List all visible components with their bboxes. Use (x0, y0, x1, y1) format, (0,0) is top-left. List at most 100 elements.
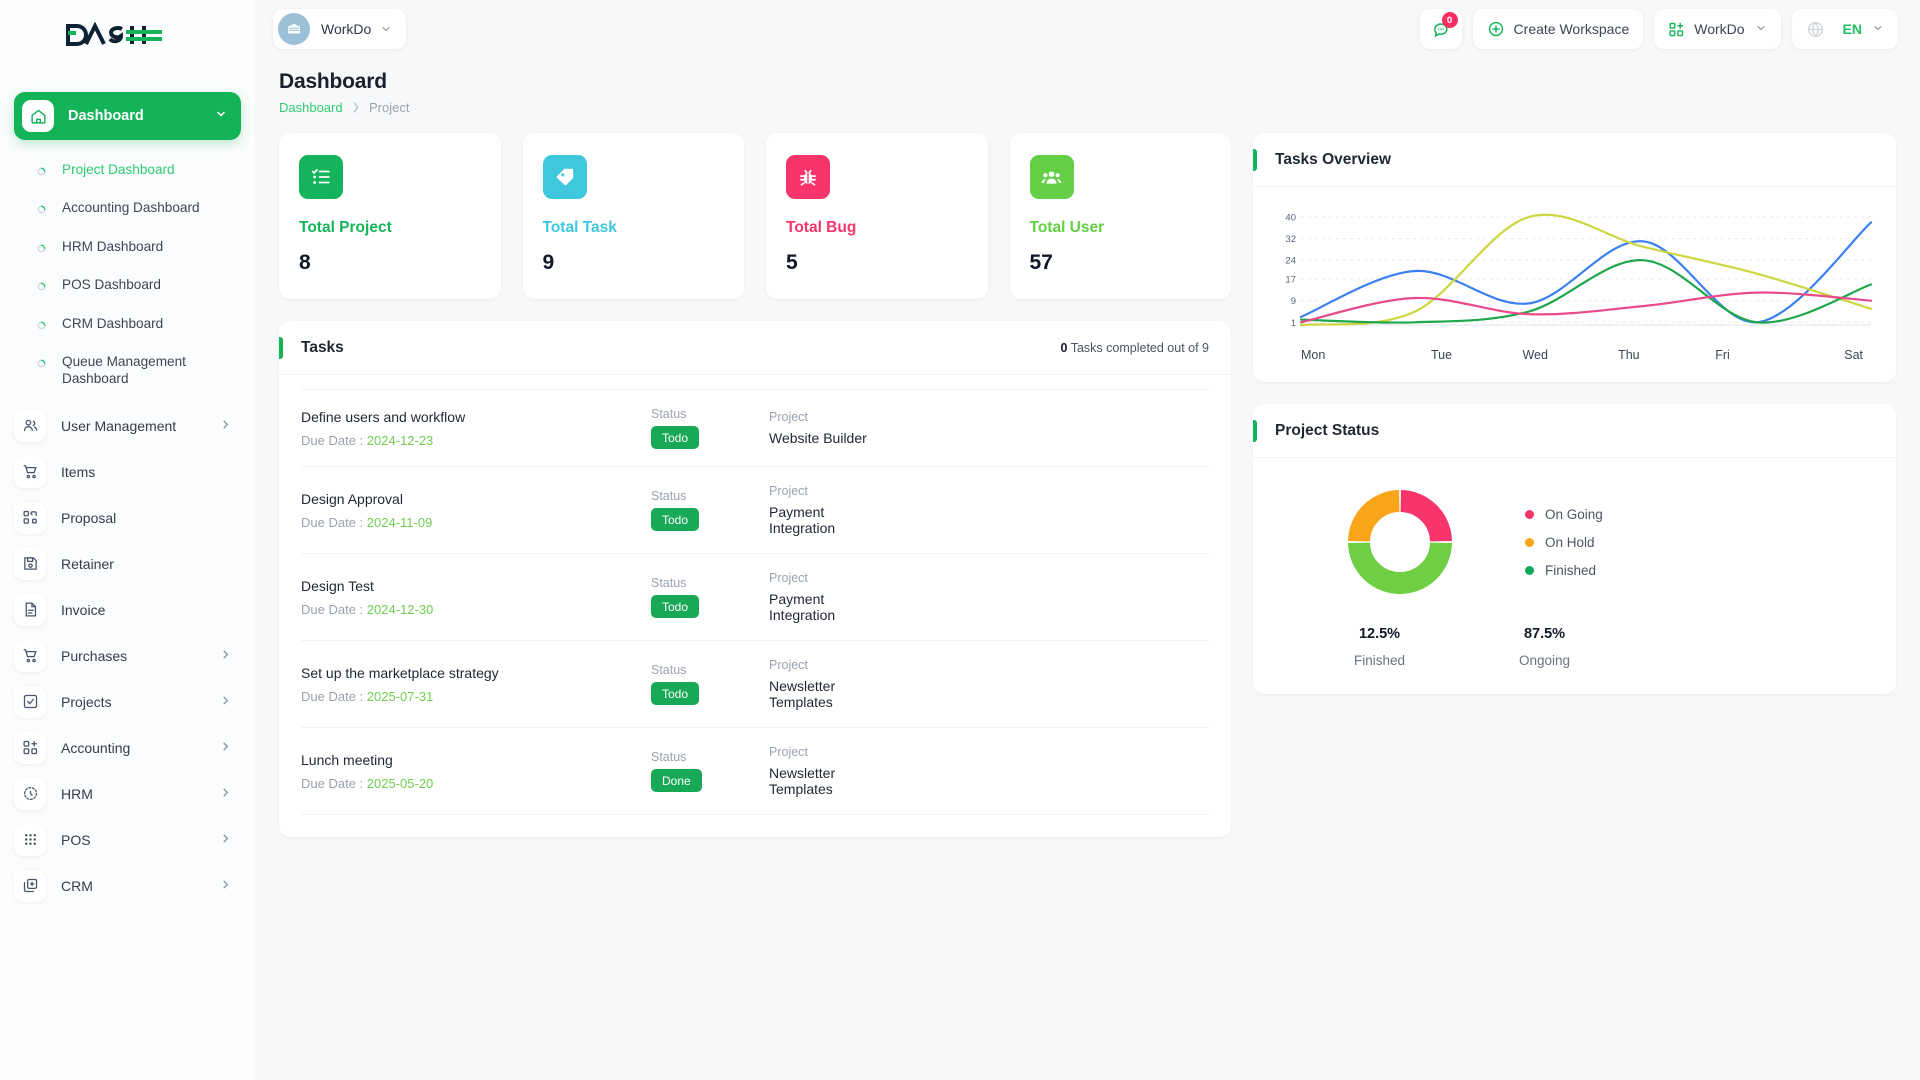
x-axis-tick: Tue (1430, 348, 1453, 362)
page-content: Dashboard Dashboard ❯ Project Total Proj… (255, 58, 1920, 1080)
tasks-list: Define users and workflow Due Date : 202… (279, 375, 1231, 837)
refresh-dot-icon (36, 202, 52, 219)
sidebar-item-purchases[interactable]: Purchases (14, 633, 241, 679)
sidebar-item-hrm[interactable]: HRM (14, 771, 241, 817)
status-badge[interactable]: Todo (651, 426, 700, 449)
document-icon (14, 593, 46, 626)
sidebar-item-hrm-dashboard[interactable]: HRM Dashboard (14, 229, 241, 267)
chevron-right-icon (220, 695, 231, 709)
chevron-right-icon (220, 787, 231, 801)
chevron-down-icon (1755, 21, 1767, 37)
legend-label: Finished (1545, 562, 1597, 578)
stat-card-total-user[interactable]: Total User 57 (1009, 133, 1231, 299)
stat-label: Total Bug (786, 219, 857, 236)
chevron-down-icon (380, 23, 392, 35)
sidebar-item-project-dashboard[interactable]: Project Dashboard (14, 152, 241, 190)
dash-logo[interactable] (66, 22, 166, 48)
create-workspace-label: Create Workspace (1513, 21, 1630, 37)
legend-item-on-hold[interactable]: On Hold (1525, 535, 1603, 550)
svg-text:24: 24 (1285, 256, 1296, 267)
donut-segment[interactable] (1348, 541, 1452, 594)
sidebar-item-invoice[interactable]: Invoice (14, 587, 241, 633)
sidebar-item-accounting[interactable]: Accounting (14, 725, 241, 771)
task-main: Lunch meeting Due Date : 2025-05-20 (301, 752, 651, 791)
create-workspace-button[interactable]: Create Workspace (1472, 9, 1644, 49)
sidebar-item-crm[interactable]: CRM (14, 863, 241, 909)
sidebar-subitem-label: POS Dashboard (62, 277, 161, 293)
x-axis-tick: Fri (1715, 348, 1730, 362)
users-icon (14, 409, 46, 442)
x-axis-tick: Thu (1618, 348, 1640, 362)
stat-card-total-bug[interactable]: Total Bug 5 (766, 133, 988, 299)
refresh-dot-icon (36, 241, 52, 258)
table-row[interactable]: Set up the marketplace strategy Due Date… (301, 640, 1209, 727)
task-status: Status Todo (651, 663, 769, 705)
status-badge[interactable]: Done (651, 769, 702, 792)
table-row[interactable]: Design Test Due Date : 2024-12-30 Status… (301, 553, 1209, 640)
due-date: 2024-11-09 (366, 514, 433, 530)
chat-button[interactable]: 0 (1419, 9, 1462, 49)
sidebar: Dashboard Project Dashboard Accounting D… (0, 0, 255, 1080)
table-row[interactable]: Design Approval Due Date : 2024-11-09 St… (301, 466, 1209, 553)
sidebar-item-label: Retainer (61, 555, 114, 572)
chevron-right-icon (220, 419, 231, 433)
sidebar-item-dashboard[interactable]: Dashboard (14, 92, 241, 140)
language-label: EN (1842, 21, 1862, 37)
chat-bubble-icon (1431, 20, 1450, 39)
refresh-dot-icon (36, 356, 52, 373)
stat-card-total-project[interactable]: Total Project 8 (279, 133, 501, 299)
task-name: Design Test (301, 577, 374, 594)
sidebar-item-retainer[interactable]: Retainer (14, 541, 241, 587)
proposal-swap-icon (14, 501, 46, 534)
breadcrumb-dashboard[interactable]: Dashboard (279, 100, 343, 115)
donut-segment[interactable] (1399, 490, 1452, 543)
stat-card-total-task[interactable]: Total Task 9 (522, 133, 744, 299)
svg-text:40: 40 (1285, 213, 1296, 224)
sidebar-item-items[interactable]: Items (14, 449, 241, 495)
percent-value: 87.5% (1523, 626, 1566, 642)
tasks-completed-count: 0 (1060, 340, 1068, 355)
workspace-selector[interactable]: WorkDo (273, 9, 407, 49)
task-due: Due Date : 2025-05-20 (301, 776, 651, 791)
legend-item-finished[interactable]: Finished (1525, 563, 1603, 578)
project-status-donut-chart[interactable] (1346, 488, 1454, 596)
sidebar-item-queue-management-dashboard[interactable]: Queue Management Dashboard (14, 344, 241, 397)
globe-icon (1806, 20, 1825, 39)
sidebar-item-user-management[interactable]: User Management (14, 403, 241, 449)
sidebar-item-pos-dashboard[interactable]: POS Dashboard (14, 267, 241, 305)
grid-plus-icon (14, 731, 46, 764)
table-row[interactable]: Lunch meeting Due Date : 2025-05-20 Stat… (301, 727, 1209, 815)
table-row[interactable]: Define users and workflow Due Date : 202… (301, 389, 1209, 466)
sidebar-item-pos[interactable]: POS (14, 817, 241, 863)
tasks-completed-meta: 0 Tasks completed out of 9 (1061, 341, 1209, 355)
sidebar-item-label: Proposal (61, 509, 117, 526)
home-icon (22, 100, 54, 132)
stat-value: 8 (299, 251, 311, 274)
status-badge[interactable]: Todo (651, 508, 700, 531)
legend-item-on-going[interactable]: On Going (1525, 507, 1603, 522)
status-badge[interactable]: Todo (651, 595, 700, 618)
tasks-overview-line-chart[interactable]: 1 9 17 24 32 40 (1271, 209, 1873, 337)
task-status: Status Todo (651, 407, 769, 449)
cart-icon (14, 639, 46, 672)
language-selector[interactable]: EN (1791, 9, 1898, 49)
sidebar-item-accounting-dashboard[interactable]: Accounting Dashboard (14, 190, 241, 228)
percent-finished: 12.5% Finished (1297, 626, 1462, 668)
status-badge[interactable]: Todo (651, 682, 700, 705)
stat-label: Total User (1029, 219, 1105, 236)
sidebar-item-projects[interactable]: Projects (14, 679, 241, 725)
donut-segment[interactable] (1348, 490, 1401, 543)
stat-label: Total Project (299, 219, 392, 236)
sidebar-item-proposal[interactable]: Proposal (14, 495, 241, 541)
sidebar-item-label: HRM (61, 785, 93, 802)
tasks-overview-card: Tasks Overview 1 9 17 24 32 40 Mon Tue Wed Thu Fr… (1253, 133, 1896, 382)
workspace-name: WorkDo (321, 21, 372, 37)
breadcrumb: Dashboard ❯ Project (279, 100, 1896, 115)
sidebar-item-label: Accounting (61, 739, 131, 756)
sidebar-item-crm-dashboard[interactable]: CRM Dashboard (14, 306, 241, 344)
left-column: Total Project 8 Total Task 9 (279, 133, 1231, 837)
sidebar-item-label: Invoice (61, 601, 106, 618)
workspace-switch-button[interactable]: WorkDo (1654, 9, 1781, 49)
status-header: Status (651, 576, 687, 590)
page-title: Dashboard (279, 70, 387, 93)
